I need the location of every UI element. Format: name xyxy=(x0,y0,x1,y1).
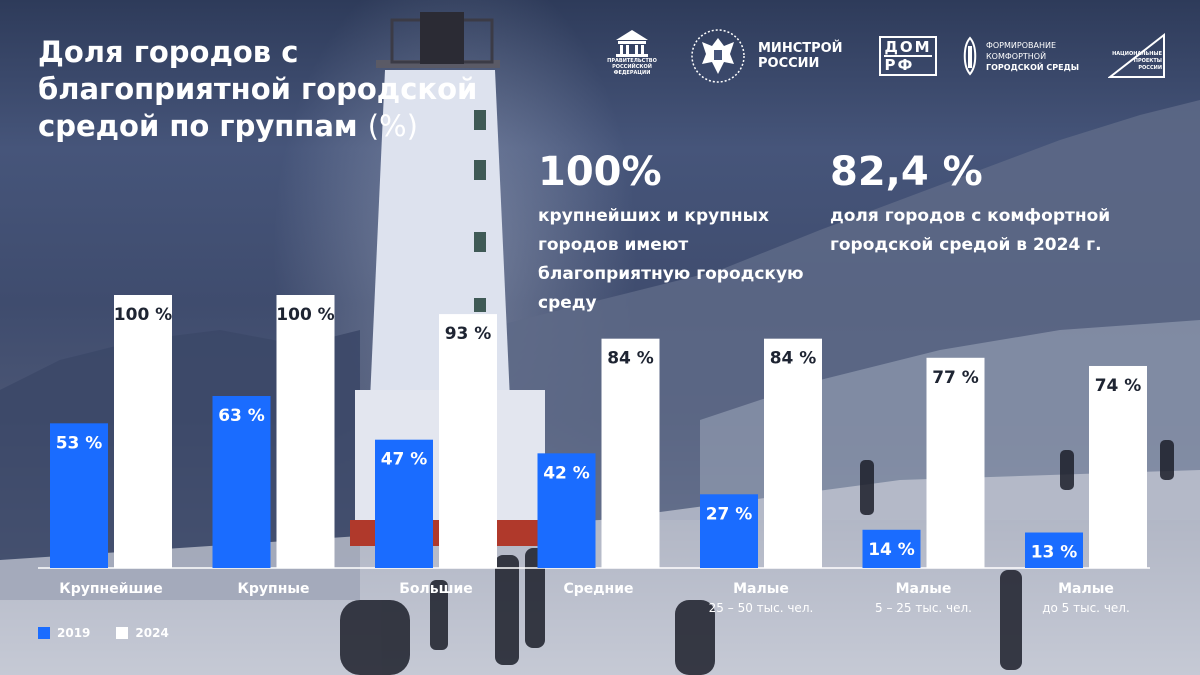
data-label-2024-4: 84 % xyxy=(607,349,654,369)
data-label-2024-2: 100 % xyxy=(276,305,334,325)
bar-2024-5 xyxy=(764,338,822,568)
category-label-2: Крупные xyxy=(237,581,309,597)
bar-2019-1 xyxy=(50,423,108,568)
bar-2024-4 xyxy=(601,338,660,568)
chart-title-unit: (%) xyxy=(367,109,418,143)
comfort-city-logo-icon xyxy=(963,36,977,76)
dom-rf-logo-icon: ДОМ РФ xyxy=(879,36,937,76)
comfort-text-line3: ГОРОДСКОЙ СРЕДЫ xyxy=(986,62,1079,72)
data-label-2024-1: 100 % xyxy=(114,305,172,325)
coat-of-arms-icon xyxy=(691,29,745,83)
snow-ground xyxy=(0,470,1200,675)
bar-2024-2 xyxy=(276,295,335,568)
government-logo: ПРАВИТЕЛЬСТВО РОССИЙСКОЙ ФЕДЕРАЦИИ xyxy=(602,28,662,84)
stat-value: 82,4 % xyxy=(830,149,983,195)
legend-label-2024: 2024 xyxy=(135,626,169,640)
data-label-2019-1: 53 % xyxy=(56,433,103,453)
data-label-2019-7: 13 % xyxy=(1031,543,1078,563)
domrf-logo: ДОМ РФ xyxy=(879,28,937,84)
stat-value: 100% xyxy=(538,149,662,195)
people-silhouettes xyxy=(340,440,1174,675)
bar-2019-5 xyxy=(700,494,758,568)
stat-description: крупнейших и крупных городов имеют благо… xyxy=(538,206,804,313)
data-label-2019-6: 14 % xyxy=(868,540,915,560)
bar-2024-3 xyxy=(439,314,497,568)
bar-2019-2 xyxy=(212,396,271,568)
national-projects-text-line2: ПРОЕКТЫ xyxy=(1134,58,1162,64)
stat-comfortable-cities: 82,4 % доля городов с комфортной городск… xyxy=(830,148,1150,260)
bar-2019-3 xyxy=(375,439,433,568)
minstroy-text: МИНСТРОЙ РОССИИ xyxy=(758,41,843,71)
bar-2019-6 xyxy=(862,529,921,568)
bar-2019-7 xyxy=(1025,532,1083,568)
partner-logos: ПРАВИТЕЛЬСТВО РОССИЙСКОЙ ФЕДЕРАЦИИ МИНСТ… xyxy=(600,28,1180,88)
national-projects-logo: НАЦИОНАЛЬНЫЕ ПРОЕКТЫ РОССИИ xyxy=(1108,28,1168,84)
stat-largest-cities: 100% крупнейших и крупных городов имеют … xyxy=(538,148,828,318)
category-label-4: Средние xyxy=(563,581,633,597)
data-label-2024-5: 84 % xyxy=(770,349,817,369)
minstroy-text-line2: РОССИИ xyxy=(758,56,820,71)
legend-swatch-2024 xyxy=(116,627,129,639)
comfort-text-line2: КОМФОРТНОЙ xyxy=(986,51,1047,61)
category-label-3: Большие xyxy=(399,581,473,597)
data-label-2019-2: 63 % xyxy=(218,406,265,426)
chart-title-text: Доля городов с благоприятной городской с… xyxy=(38,35,478,143)
data-label-2024-7: 74 % xyxy=(1095,376,1142,396)
legend-label-2019: 2019 xyxy=(57,626,91,640)
category-label-7: Малые xyxy=(1058,581,1114,597)
category-label-6: Малые xyxy=(896,581,952,597)
bar-2024-7 xyxy=(1089,365,1147,568)
domrf-text-line2: РФ xyxy=(884,55,932,73)
data-label-2019-4: 42 % xyxy=(543,463,590,483)
comfort-logo: ФОРМИРОВАНИЕ КОМФОРТНОЙ ГОРОДСКОЙ СРЕДЫ xyxy=(960,28,1090,84)
national-projects-logo-icon: НАЦИОНАЛЬНЫЕ ПРОЕКТЫ РОССИИ xyxy=(1108,33,1165,78)
comfort-text: ФОРМИРОВАНИЕ КОМФОРТНОЙ ГОРОДСКОЙ СРЕДЫ xyxy=(986,40,1079,73)
government-caption: ПРАВИТЕЛЬСТВО РОССИЙСКОЙ ФЕДЕРАЦИИ xyxy=(607,58,657,76)
data-label-2024-6: 77 % xyxy=(932,368,979,388)
domrf-text-line1: ДОМ xyxy=(884,38,932,56)
category-sublabel-7: до 5 тыс. чел. xyxy=(1042,601,1130,615)
data-label-2019-3: 47 % xyxy=(381,450,428,470)
bar-2024-1 xyxy=(114,295,172,568)
category-label-5: Малые xyxy=(733,581,789,597)
chart-title: Доля городов с благоприятной городской с… xyxy=(38,34,508,145)
data-label-2019-5: 27 % xyxy=(706,504,753,524)
minstroy-logo: МИНСТРОЙ РОССИИ xyxy=(690,28,860,84)
data-label-2024-3: 93 % xyxy=(445,324,492,344)
bar-2019-4 xyxy=(537,453,596,568)
category-sublabel-6: 5 – 25 тыс. чел. xyxy=(875,601,972,615)
category-label-1: Крупнейшие xyxy=(59,581,162,597)
government-emblem-icon xyxy=(616,30,648,57)
chart-legend: 2019 2024 xyxy=(38,626,195,640)
category-sublabel-5: 25 – 50 тыс. чел. xyxy=(709,601,814,615)
legend-item-2024: 2024 xyxy=(116,626,169,640)
stat-description: доля городов с комфортной городской сред… xyxy=(830,206,1111,255)
legend-swatch-2019 xyxy=(38,627,50,639)
bar-2024-6 xyxy=(926,357,985,568)
comfort-text-line1: ФОРМИРОВАНИЕ xyxy=(986,40,1057,50)
legend-item-2019: 2019 xyxy=(38,626,90,640)
minstroy-text-line1: МИНСТРОЙ xyxy=(758,41,843,56)
national-projects-text-line1: НАЦИОНАЛЬНЫЕ xyxy=(1112,51,1163,57)
national-projects-text-line3: РОССИИ xyxy=(1138,65,1162,71)
